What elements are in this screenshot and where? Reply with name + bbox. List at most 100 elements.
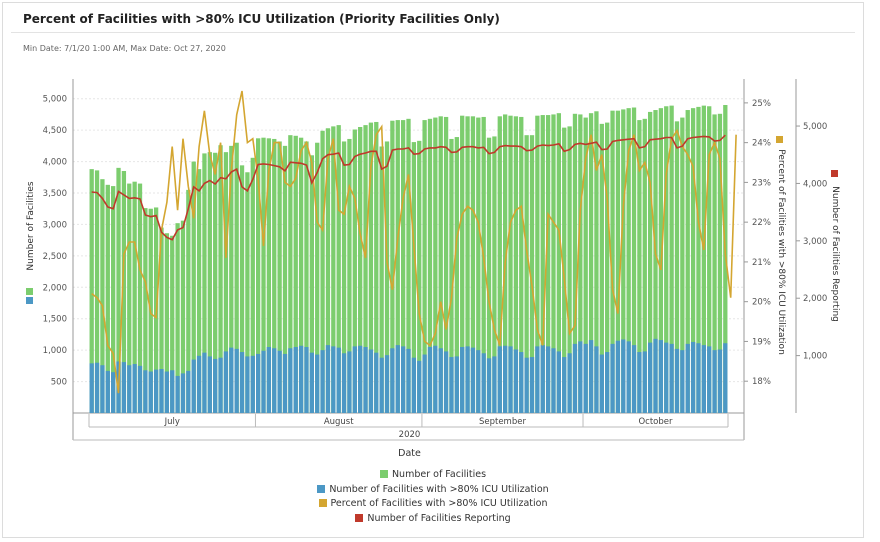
bar-high-util [223,351,229,413]
legend-item-high-util[interactable]: Number of Facilities with >80% ICU Utili… [0,483,866,498]
bar-high-util [111,372,116,413]
bar-high-util [422,354,427,413]
bar-facilities [626,108,631,414]
bar-facilities [572,113,578,414]
bar-high-util [143,370,148,413]
date-range-caption: Min Date: 7/1/20 1:00 AM, Max Date: Oct … [23,44,226,53]
legend-swatch-percent [318,499,327,507]
bar-high-util [594,346,599,413]
bar-high-util [476,350,481,413]
bar-high-util [701,345,706,413]
bar-facilities [100,179,105,413]
bar-high-util [352,346,357,413]
bar-high-util [320,350,325,413]
bar-facilities [170,235,175,413]
bar-facilities [605,122,610,413]
chart-title: Percent of Facilities with >80% ICU Util… [23,12,500,26]
bar-high-util [121,362,127,413]
bar-facilities [664,106,669,413]
axis-swatch-high-util [26,297,33,304]
bar-high-util [535,346,540,413]
bar-facilities [266,138,272,414]
y-tick-label-right-reporting: 2,000 [803,294,827,304]
bar-high-util [347,351,352,413]
bar-facilities [422,120,427,413]
bar-facilities [202,153,207,413]
bar-facilities [315,142,320,413]
legend-label-high-util: Number of Facilities with >80% ICU Utili… [329,483,549,495]
bar-facilities [137,183,143,413]
bar-high-util [153,369,159,413]
y-tick-label-left: 1,000 [43,346,67,356]
bar-facilities [535,115,540,413]
combo-chart: 500 1,000 1,500 2,000 2,500 3,000 3,500 4,000 4,… [26,79,840,459]
bar-high-util [599,354,604,413]
bar-high-util [470,347,476,413]
bar-high-util [277,350,282,413]
bar-high-util [417,360,422,413]
bar-facilities [352,129,357,413]
legend-label-facilities: Number of Facilities [391,469,487,480]
y-tick-label-left: 3,000 [43,220,67,230]
bar-facilities [717,113,723,414]
bar-facilities [481,116,486,413]
bar-facilities [132,181,137,413]
bar-facilities [336,125,341,413]
legend-item-facilities[interactable]: Number of Facilities [0,468,866,483]
bar-facilities [653,110,658,414]
bar-high-util [239,352,245,413]
bar-high-util [363,347,368,413]
y-tick-label-right-percent: 19% [752,337,771,347]
bar-facilities [309,155,314,414]
bar-facilities [631,107,637,413]
bar-facilities [245,172,250,413]
bar-high-util [707,346,712,413]
bar-facilities [234,142,239,413]
bar-facilities [470,116,476,414]
bar-high-util [486,358,492,413]
bar-facilities [223,152,229,413]
y-tick-label-right-percent: 21% [752,258,771,268]
bar-high-util [497,346,502,413]
bar-facilities [191,161,196,413]
bar-high-util [196,355,202,413]
bar-high-util [637,352,642,413]
bar-high-util [433,345,438,413]
legend-item-percent[interactable]: Percent of Facilities with >80% ICU Util… [0,497,866,512]
y-tick-label-left: 1,500 [43,315,67,325]
x-tick-label-month: July [164,417,180,427]
bar-high-util [255,353,261,413]
bar-high-util [519,352,524,413]
y-tick-label-right-percent: 22% [752,218,771,228]
bar-facilities [390,120,395,413]
bar-facilities [255,138,261,414]
bar-facilities [325,128,331,413]
bar-high-util [411,357,417,413]
bar-high-util [572,343,578,413]
bar-facilities [164,233,170,413]
bar-facilities [647,111,653,414]
bar-high-util [454,356,459,413]
bar-high-util [234,348,239,413]
bar-facilities [111,186,116,413]
legend-item-reporting[interactable]: Number of Facilities Reporting [0,512,866,527]
bar-facilities [508,115,513,413]
bar-high-util [615,340,621,413]
bar-high-util [712,350,717,413]
bar-facilities [492,136,497,413]
bar-high-util [717,349,723,413]
bar-high-util [540,345,545,413]
bar-facilities [476,117,481,414]
bar-facilities [400,120,406,413]
bar-facilities [384,141,390,413]
bar-facilities [696,106,701,413]
bar-high-util [137,365,143,413]
bar-facilities [637,120,642,413]
bar-facilities [411,142,417,414]
bar-high-util [583,343,588,413]
bar-facilities [374,121,379,413]
bar-facilities [685,110,690,414]
bar-facilities [707,106,712,413]
x-tick-label-month: October [638,417,673,427]
bar-facilities [159,227,164,413]
